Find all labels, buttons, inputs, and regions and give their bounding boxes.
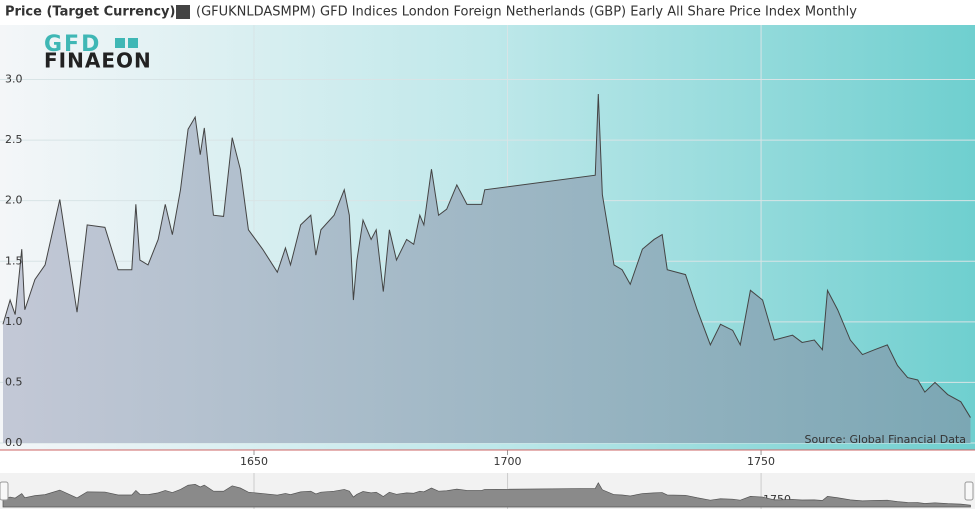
line bbox=[2, 94, 971, 418]
x-tick-label: 1750 bbox=[747, 455, 775, 468]
y-tick-label: 2.5 bbox=[5, 133, 23, 146]
y-tick-label: 1.0 bbox=[5, 315, 23, 328]
legend-swatch bbox=[176, 5, 190, 19]
y-tick-label: 0.0 bbox=[5, 436, 23, 449]
y-tick-label: 1.5 bbox=[5, 254, 23, 267]
navigator-handle bbox=[964, 481, 974, 501]
navigator-area bbox=[2, 482, 971, 508]
logo-bottom: FINAEON bbox=[44, 49, 152, 73]
x-tick-label: 1650 bbox=[240, 455, 268, 468]
x-tick-label: 1700 bbox=[494, 455, 522, 468]
navigator-handle bbox=[0, 481, 9, 501]
logo-icon bbox=[115, 38, 138, 48]
y-tick-label: 2.0 bbox=[5, 194, 23, 207]
logo-top: GFD bbox=[44, 32, 101, 57]
y-tick-label: 3.0 bbox=[5, 73, 23, 86]
chart-title: Price (Target Currency) bbox=[5, 5, 175, 20]
source-note: Source: Global Financial Data bbox=[805, 433, 967, 446]
area bbox=[3, 94, 971, 444]
legend-label: (GFUKNLDASMPM) GFD Indices London Foreig… bbox=[196, 5, 857, 20]
y-tick-label: 0.5 bbox=[5, 375, 23, 388]
